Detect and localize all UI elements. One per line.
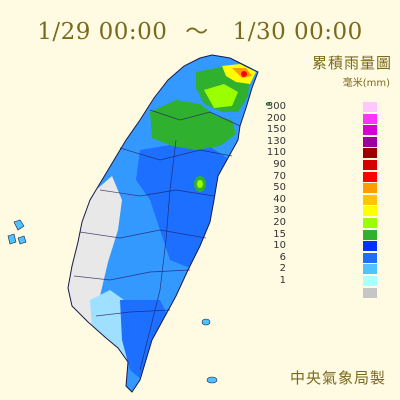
legend-swatch xyxy=(363,113,377,124)
start-time: 1/29 00:00 xyxy=(37,19,168,45)
legend-title: 累積雨量圖 xyxy=(311,54,392,72)
legend-label: 150 xyxy=(266,124,286,136)
legend-label: 90 xyxy=(273,158,286,170)
county-boundary xyxy=(149,109,241,127)
legend-label: 2 xyxy=(279,263,286,275)
rain-spot-central-core xyxy=(197,180,203,188)
legend-swatch xyxy=(363,264,377,275)
county-boundary xyxy=(95,309,171,317)
legend-swatch xyxy=(363,159,377,170)
legend-label: 40 xyxy=(273,193,286,205)
time-separator: ～ xyxy=(185,19,209,45)
legend-swatch xyxy=(363,275,377,286)
heavy-rain-region-north xyxy=(150,100,236,150)
legend-label: 6 xyxy=(279,251,286,263)
very-heavy-rain-region-northeast xyxy=(204,84,238,108)
legend-label: 1 xyxy=(279,274,286,286)
legend-label: 130 xyxy=(266,135,286,147)
no-rain-region-west xyxy=(68,176,122,330)
legend-label: 30 xyxy=(273,205,286,217)
legend-swatch xyxy=(363,102,377,112)
legend-label: 10 xyxy=(273,240,286,252)
legend-label: 50 xyxy=(273,182,286,194)
legend-swatch xyxy=(363,125,377,136)
legend-swatch xyxy=(363,229,377,240)
county-boundary xyxy=(79,229,207,239)
legend-swatch xyxy=(363,252,377,263)
legend-label: 110 xyxy=(266,147,286,159)
legend-swatch xyxy=(363,287,377,298)
turtle-island xyxy=(265,102,271,106)
penghu-islands xyxy=(7,219,27,245)
legend-swatch xyxy=(363,171,377,182)
legend-unit: 毫米(mm) xyxy=(342,78,390,89)
taiwan-coastline xyxy=(67,54,259,393)
legend-label: 300 xyxy=(266,101,286,112)
end-time: 1/30 00:00 xyxy=(232,19,363,45)
legend-swatch xyxy=(363,241,377,252)
credit-text: 中央氣象局製 xyxy=(289,369,386,387)
green-island xyxy=(201,318,211,326)
county-boundary xyxy=(119,147,233,161)
legend-swatch xyxy=(363,217,377,228)
county-boundary xyxy=(99,189,215,197)
county-boundary xyxy=(139,139,177,371)
legend-swatch xyxy=(363,194,377,205)
county-boundary xyxy=(73,269,191,281)
extreme-rain-spot xyxy=(241,71,247,77)
legend-swatch xyxy=(363,148,377,159)
legend-swatch xyxy=(363,206,377,217)
legend-label: 20 xyxy=(273,216,286,228)
legend-swatch xyxy=(363,183,377,194)
light-rain-region-southwest xyxy=(90,290,130,360)
moderate-rain-region-south xyxy=(120,300,170,380)
legend-label: 15 xyxy=(273,228,286,240)
legend-label: 200 xyxy=(266,112,286,124)
time-range-title: 1/29 00:00 ～ 1/30 00:00 xyxy=(0,12,400,46)
legend-label: 70 xyxy=(273,170,286,182)
orchid-island xyxy=(206,376,218,384)
legend-swatch xyxy=(363,136,377,147)
